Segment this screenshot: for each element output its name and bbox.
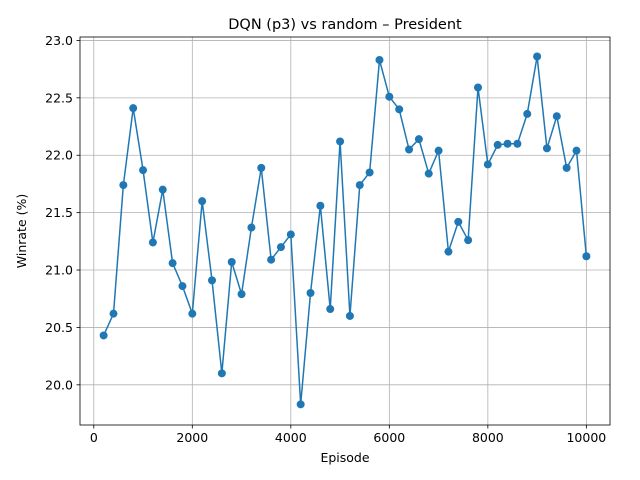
data-point [336,137,345,146]
y-axis-ticks: 20.0 20.5 21.0 21.5 22.0 22.5 23.0 [45,33,80,392]
x-tick-label: 0 [90,430,98,445]
data-point [434,146,443,155]
data-point [188,309,197,318]
data-point [316,201,325,210]
data-point [296,400,305,409]
data-point [158,185,167,194]
data-point [257,163,266,172]
data-point [178,282,187,291]
data-point [129,104,138,113]
x-axis-label: Episode [320,450,369,465]
y-tick-label: 20.0 [45,377,73,392]
data-points [99,52,591,409]
data-point [227,257,236,266]
data-point [326,305,335,314]
data-point [375,55,384,64]
y-tick-label: 22.5 [45,90,73,105]
y-tick-label: 21.5 [45,205,73,220]
data-point [139,166,148,175]
data-point [483,160,492,169]
data-point [286,230,295,239]
data-point [542,144,551,153]
winrate-line [102,55,588,406]
data-point [424,169,433,178]
data-point [217,369,226,378]
y-tick-label: 20.5 [45,320,73,335]
data-point [168,259,177,268]
y-tick-label: 23.0 [45,33,73,48]
x-axis-ticks: 0 2000 4000 6000 8000 10000 [90,425,606,445]
data-point [503,139,512,148]
data-point [306,288,315,297]
x-tick-label: 6000 [373,430,405,445]
data-point [109,309,118,318]
grid-lines [80,37,610,425]
data-point [276,243,285,252]
data-point [365,168,374,177]
data-point [552,112,561,121]
x-tick-label: 4000 [275,430,307,445]
data-point [267,255,276,264]
data-point [473,83,482,92]
data-point [148,238,157,247]
data-point [247,223,256,232]
chart-title: DQN (p3) vs random – President [228,17,462,33]
y-axis-label: Winrate (%) [14,194,29,268]
y-tick-label: 21.0 [45,263,73,278]
data-point [395,105,404,114]
data-point [533,52,542,61]
data-point [513,139,522,148]
data-point [355,181,364,190]
x-tick-label: 10000 [566,430,606,445]
data-point [562,163,571,172]
x-tick-label: 2000 [176,430,208,445]
x-tick-label: 8000 [472,430,504,445]
data-point [523,109,532,118]
data-point [237,290,246,299]
data-point [454,217,463,226]
data-point [414,135,423,144]
data-point [493,140,502,149]
series-line [102,55,588,406]
data-point [99,331,108,340]
plot-area-frame [79,36,611,426]
data-point [444,247,453,256]
data-point [208,276,217,285]
y-tick-label: 22.0 [45,148,73,163]
data-point [198,197,207,206]
data-point [572,146,581,155]
data-point [345,311,354,320]
data-point [405,145,414,154]
data-point [582,252,591,261]
data-point [385,92,394,101]
data-point [464,236,473,245]
data-point [119,181,128,190]
